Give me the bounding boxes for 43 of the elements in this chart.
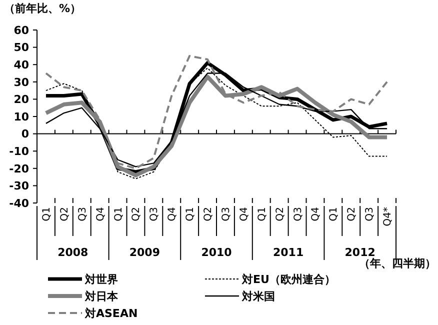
x-tick-label: Q2 — [203, 207, 214, 222]
y-tick-label: -40 — [9, 196, 30, 210]
x-tick-label: Q4* — [382, 207, 394, 226]
x-tick-label: Q2 — [59, 207, 70, 222]
x-tick-label: Q4 — [167, 207, 178, 222]
x-tick-label: Q1 — [256, 207, 268, 222]
x-tick-label: Q3 — [364, 207, 376, 222]
legend-label: 対ASEAN — [84, 306, 138, 320]
x-tick-label: Q1 — [113, 207, 124, 222]
text: 2011 — [272, 246, 304, 259]
x-tick-label: Q2 — [346, 207, 358, 222]
x-tick-label: Q4 — [95, 207, 106, 222]
legend-label: 対米国 — [241, 290, 275, 303]
y-tick-label: -30 — [9, 180, 30, 193]
x-tick-label: Q2 — [131, 207, 142, 222]
text: 2010 — [201, 246, 232, 259]
y-tick-label: 0 — [21, 128, 30, 141]
x-tick-label: Q2 — [274, 207, 286, 222]
y-tick-label: 30 — [14, 76, 30, 89]
y-tick-label: 20 — [14, 93, 30, 106]
y-tick-label: 50 — [14, 41, 30, 54]
legend-label: 対世界 — [84, 272, 118, 286]
x-tick-label: Q1 — [185, 207, 196, 222]
y-axis-title: （前年比、%） — [4, 2, 82, 15]
legend-label: 対EU（欧州連合） — [241, 272, 336, 286]
x-tick-label: Q3 — [292, 207, 304, 222]
x-tick-label: Q4 — [310, 207, 322, 222]
x-tick-label: Q1 — [41, 207, 52, 222]
x-tick-label: Q3 — [220, 207, 232, 222]
x-tick-label: Q1 — [328, 207, 340, 222]
x-tick-label: Q3 — [149, 207, 160, 222]
y-tick-label: 60 — [14, 24, 30, 37]
x-axis-title: （年、四半期） — [359, 257, 436, 270]
legend-label: 対日本 — [84, 290, 119, 303]
text: 2012 — [344, 246, 376, 259]
text: 2008 — [58, 246, 88, 259]
text: 2009 — [129, 246, 160, 259]
x-tick-label: Q4 — [238, 207, 250, 222]
y-tick-label: -20 — [9, 162, 30, 176]
y-tick-label: -10 — [9, 144, 30, 158]
y-tick-label: 10 — [14, 110, 30, 124]
y-tick-label: 40 — [14, 58, 30, 72]
x-tick-label: Q3 — [77, 207, 88, 222]
